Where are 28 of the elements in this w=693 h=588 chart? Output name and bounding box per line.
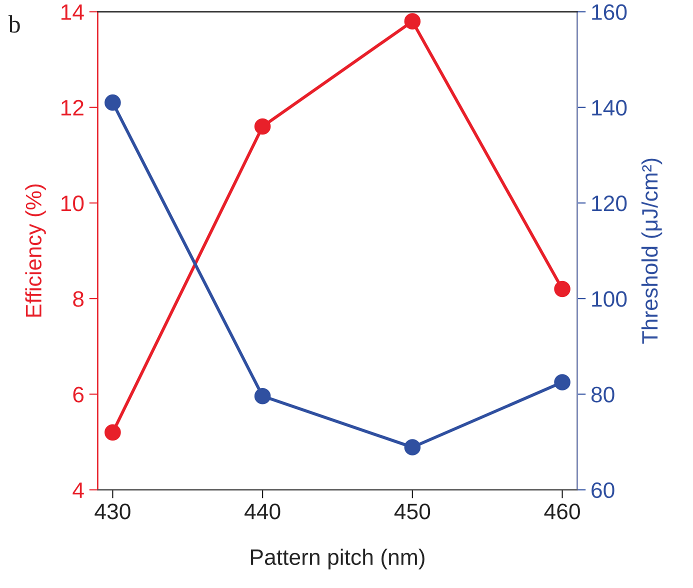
text: b — [8, 15, 20, 33]
point — [404, 439, 421, 456]
y2-tick-label: 60 — [592, 482, 614, 498]
y2-tick-label: 140 — [592, 100, 627, 116]
y-tick-label: 10 — [62, 196, 84, 212]
y2-tick-label: 120 — [592, 196, 627, 212]
point — [104, 424, 121, 441]
y-tick-label: 6 — [73, 386, 84, 402]
y-tick-label: 12 — [62, 100, 84, 116]
point — [554, 374, 570, 390]
x-tick-label: 460 — [544, 504, 580, 520]
y-tick-label: 8 — [73, 291, 84, 307]
y-tick-label: 14 — [62, 4, 84, 20]
x-tick-label: 450 — [394, 504, 430, 520]
y-axis-title: Efficiency (%) — [25, 184, 46, 317]
x-tick-label: 430 — [94, 504, 130, 520]
y-tick-label: 4 — [72, 482, 84, 498]
point — [404, 13, 421, 30]
y2-tick-label: 80 — [591, 386, 614, 402]
x-tick-label: 440 — [244, 504, 280, 520]
point — [254, 388, 271, 404]
point — [104, 94, 121, 111]
y2-tick-label: 100 — [592, 291, 627, 307]
x-axis-title: Pattern pitch (nm) — [251, 548, 424, 570]
y2-axis-title: Threshold (μJ/cm²) — [641, 158, 662, 344]
y2-tick-label: 160 — [592, 4, 627, 20]
point — [554, 280, 570, 298]
point — [254, 118, 271, 135]
